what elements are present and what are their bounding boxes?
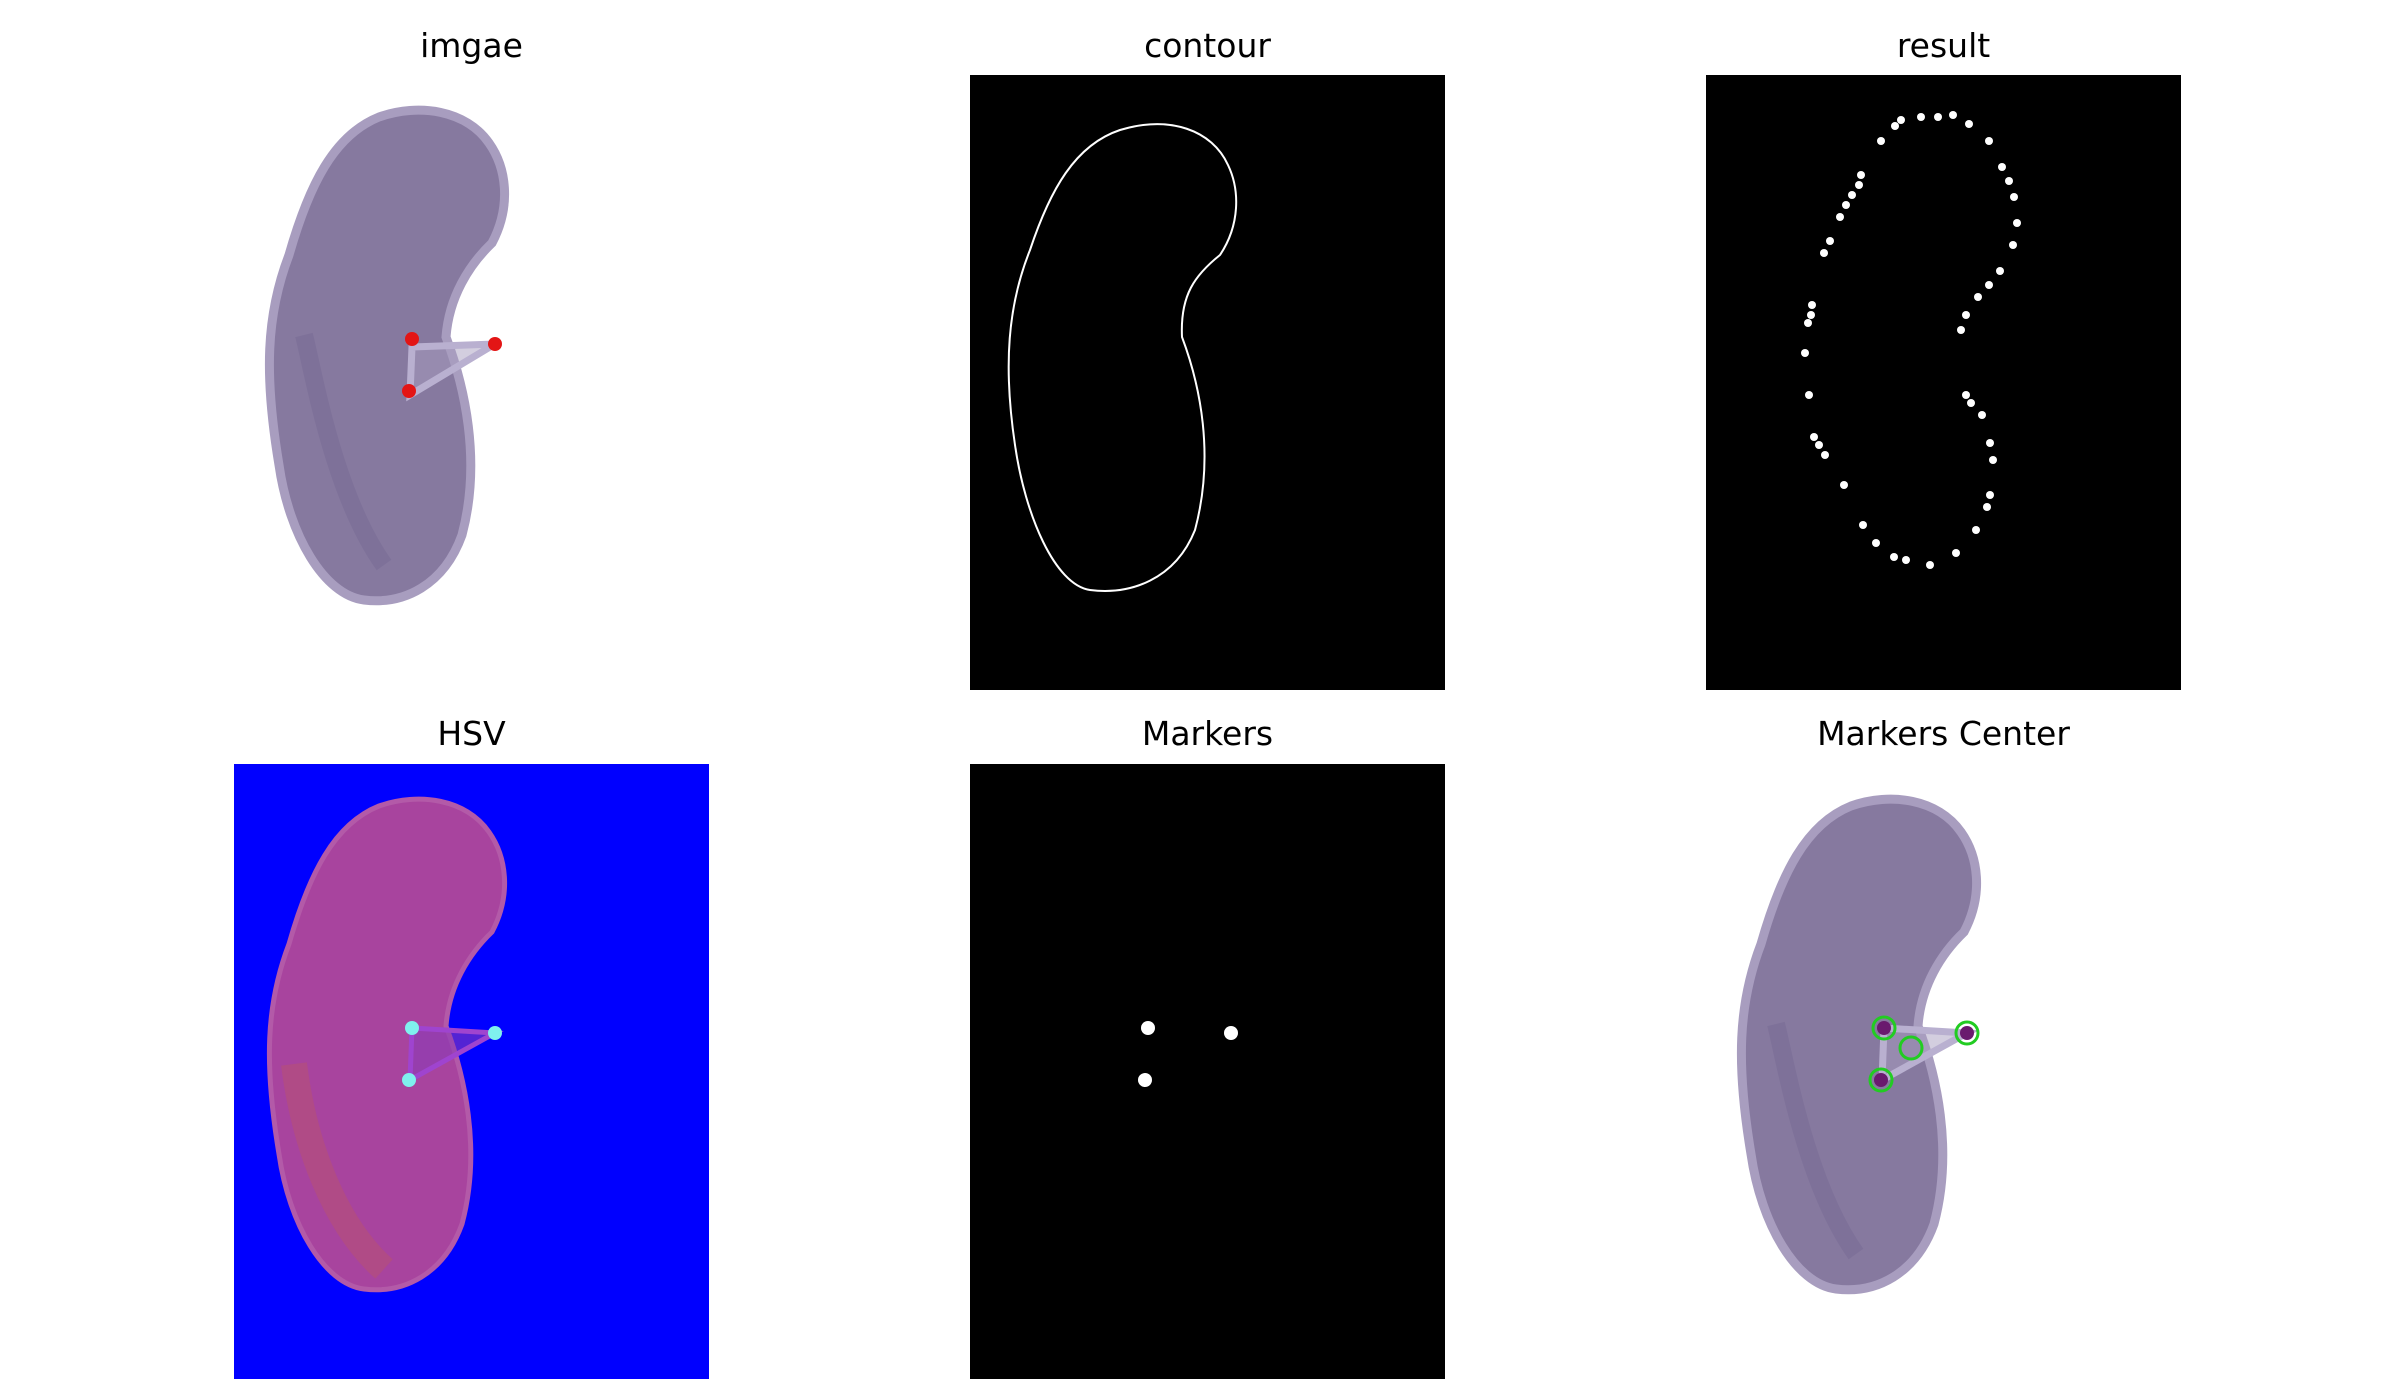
result-point (1998, 163, 2006, 171)
result-point (1821, 451, 1829, 459)
hsv-canvas (234, 764, 709, 1379)
result-point (1897, 116, 1905, 124)
result-point (1820, 249, 1828, 257)
result-point (1989, 456, 1997, 464)
result-point (1926, 561, 1934, 569)
result-point (1986, 491, 1994, 499)
result-point (2009, 241, 2017, 249)
result-point (1962, 391, 1970, 399)
hsv-marker-1 (405, 1021, 419, 1035)
result-point (1826, 237, 1834, 245)
result-point (1805, 391, 1813, 399)
mc-marker-ring-3 (1868, 1067, 1894, 1093)
result-point (1840, 481, 1848, 489)
result-point (1877, 137, 1885, 145)
markers-canvas (1138, 1021, 1238, 1087)
result-point (1848, 191, 1856, 199)
panel-imgae (234, 75, 709, 690)
result-point (1917, 113, 1925, 121)
hsv-marker-2 (488, 1026, 502, 1040)
result-point (2013, 219, 2021, 227)
result-canvas (1801, 111, 2021, 569)
marker-triangle (406, 340, 497, 402)
result-point (1891, 122, 1899, 130)
markers-center-canvas (1706, 764, 2181, 1379)
mask-marker-3 (1138, 1073, 1152, 1087)
result-point (1807, 311, 1815, 319)
panel-title-markers-center: Markers Center (1817, 714, 2070, 753)
panel-title-contour: contour (1144, 26, 1271, 65)
mask-marker-2 (1224, 1026, 1238, 1040)
mc-kidney-shading (1767, 1021, 1864, 1260)
result-point (1934, 113, 1942, 121)
result-point (1972, 526, 1980, 534)
hsv-marker-triangle (407, 1025, 504, 1085)
result-point (1949, 111, 1957, 119)
panel-title-imgae: imgae (420, 26, 523, 65)
result-point (1857, 171, 1865, 179)
imgae-canvas (234, 75, 709, 690)
panel-title-markers: Markers (1141, 714, 1274, 753)
result-point (1985, 137, 1993, 145)
panel-markers (970, 764, 1445, 1379)
result-point (1952, 549, 1960, 557)
result-point (1890, 553, 1898, 561)
result-point (1967, 399, 1975, 407)
panel-markers-center (1706, 764, 2181, 1379)
mask-marker-1 (1141, 1021, 1155, 1035)
result-point (2005, 177, 2013, 185)
result-point (1902, 556, 1910, 564)
result-point (1974, 293, 1982, 301)
result-point (1996, 267, 2004, 275)
result-point (1872, 539, 1880, 547)
mc-marker-ring-1 (1871, 1015, 1897, 1041)
panel-hsv (234, 764, 709, 1379)
mc-marker-dot-1 (1877, 1021, 1891, 1035)
mc-marker-ring-2 (1954, 1020, 1980, 1046)
result-point (1965, 120, 1973, 128)
result-point (2010, 193, 2018, 201)
result-point (1859, 521, 1867, 529)
mc-marker-dot-3 (1874, 1073, 1888, 1087)
result-point (1836, 213, 1844, 221)
result-point (1957, 326, 1965, 334)
kidney-shading (295, 332, 392, 571)
contour-line (1007, 123, 1238, 592)
result-point (1804, 319, 1812, 327)
result-point (1962, 311, 1970, 319)
red-marker-1 (405, 332, 419, 346)
result-point (1985, 281, 1993, 289)
result-point (1810, 433, 1818, 441)
panel-result (1706, 75, 2181, 690)
panel-contour (970, 75, 1445, 690)
contour-canvas (1007, 123, 1238, 592)
result-point (1855, 181, 1863, 189)
red-marker-2 (488, 337, 502, 351)
hsv-kidney-shading (281, 1062, 393, 1279)
red-marker-3 (402, 384, 416, 398)
hsv-marker-3 (402, 1073, 416, 1087)
result-point (1978, 411, 1986, 419)
mc-marker-dot-2 (1960, 1026, 1974, 1040)
result-point (1842, 201, 1850, 209)
result-point (1801, 349, 1809, 357)
panel-title-result: result (1896, 26, 1991, 65)
result-point (1808, 301, 1816, 309)
result-point (1815, 441, 1823, 449)
mc-center-ring (1898, 1035, 1924, 1061)
panel-title-hsv: HSV (437, 714, 506, 753)
result-point (1986, 439, 1994, 447)
result-point (1983, 503, 1991, 511)
